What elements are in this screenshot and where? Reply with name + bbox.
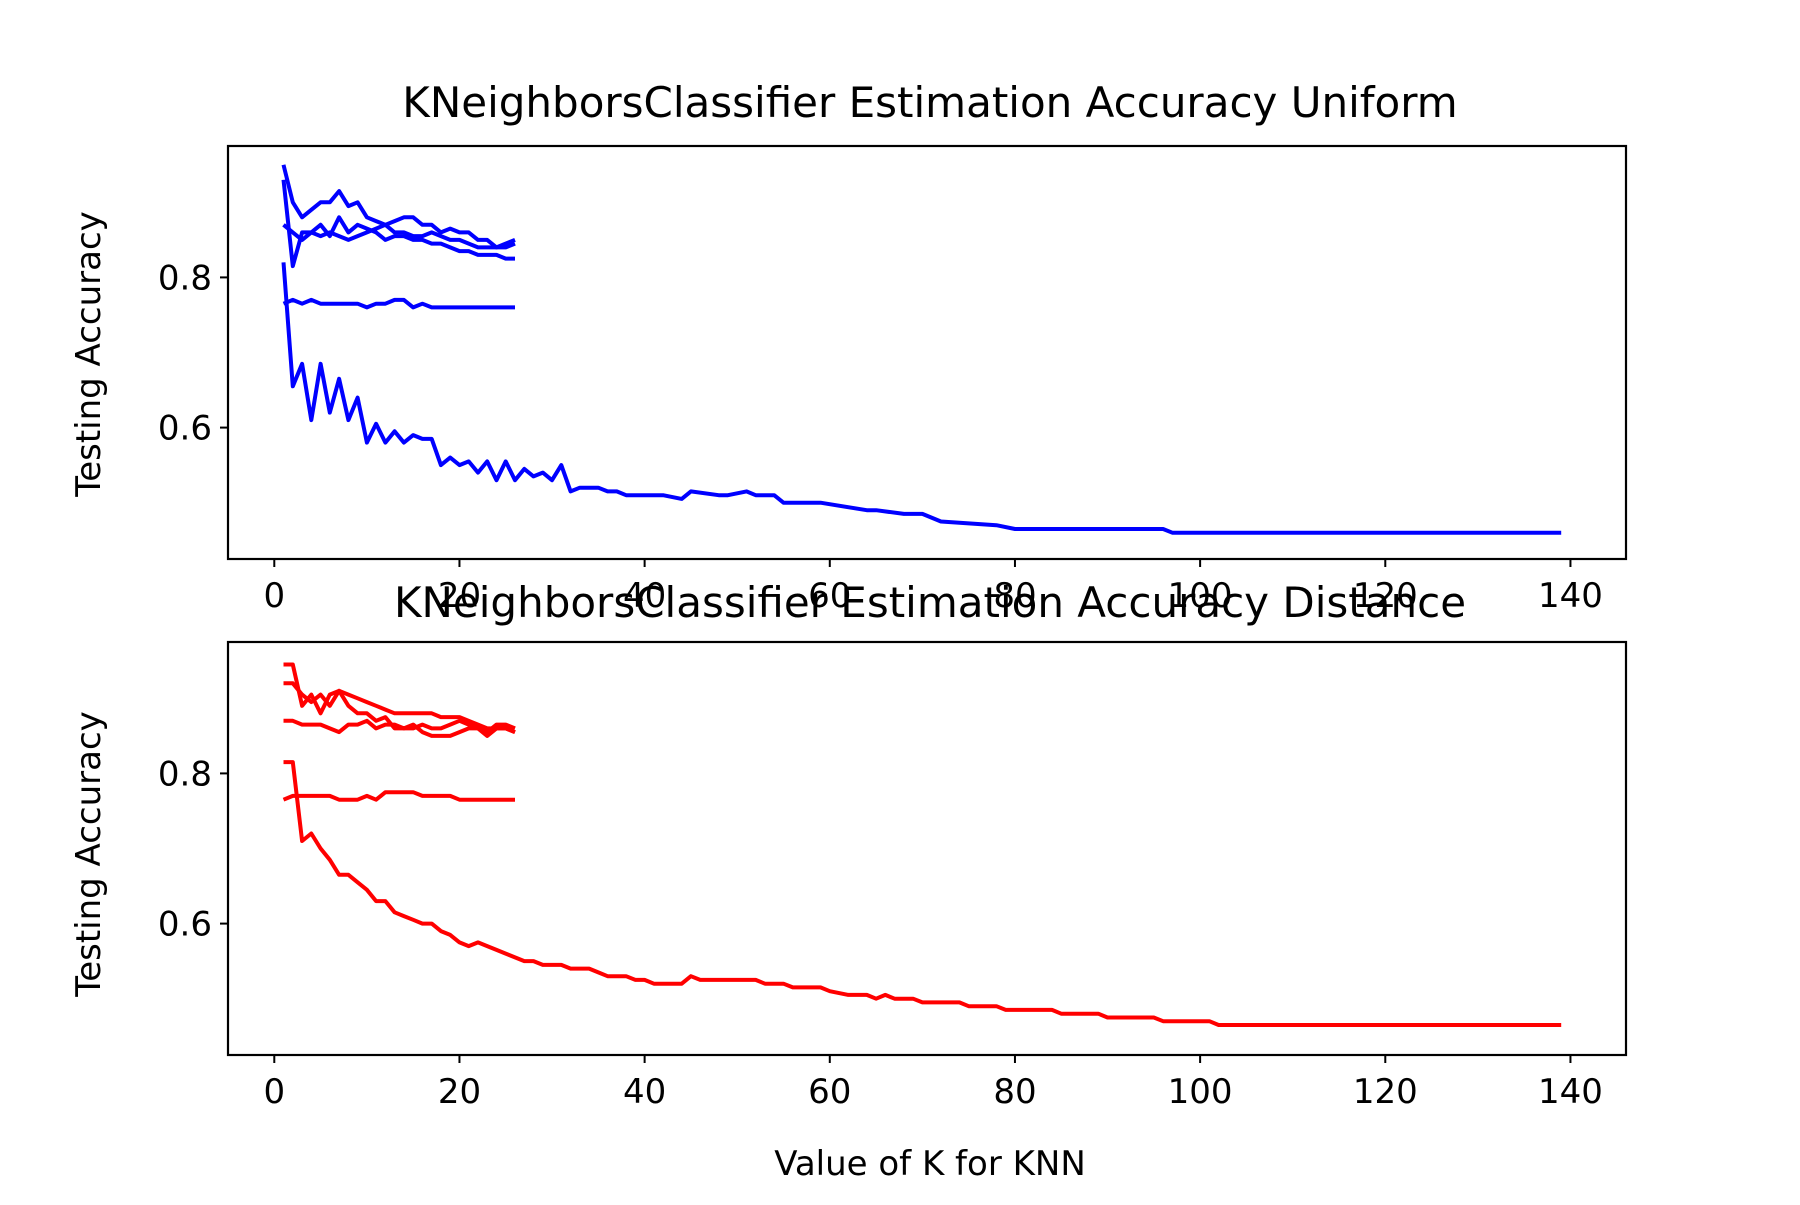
x-tick-label: 20 [438, 1072, 481, 1112]
x-axis-label: Value of K for KNN [774, 1144, 1086, 1184]
series-line [282, 297, 515, 310]
y-axis-label: Testing Accuracy [69, 711, 109, 998]
x-tick-label: 0 [263, 1072, 285, 1112]
series-line [281, 179, 516, 269]
x-tick-label: 140 [1538, 1072, 1603, 1112]
x-tick-label: 80 [993, 1072, 1036, 1112]
series-line [283, 760, 1562, 1027]
x-tick-label: 120 [1353, 1072, 1418, 1112]
x-tick-label: 120 [1353, 576, 1418, 616]
series-line [283, 662, 516, 734]
x-tick-label: 100 [1168, 576, 1233, 616]
x-tick-label: 100 [1168, 1072, 1233, 1112]
y-tick-label: 0.8 [158, 258, 212, 298]
plot-title: KNeighborsClassifier Estimation Accuracy… [394, 578, 1466, 627]
subplot-distance: KNeighborsClassifier Estimation Accuracy… [69, 578, 1628, 1184]
y-axis-label: Testing Accuracy [69, 211, 109, 498]
y-axis: 0.6 0.8 [158, 754, 212, 944]
plot-title: KNeighborsClassifier Estimation Accuracy… [402, 78, 1457, 127]
series-lines [281, 164, 1562, 535]
series-line [282, 790, 515, 802]
x-tick-label: 40 [623, 1072, 666, 1112]
x-axis: 0 20 40 60 80 100 120 140 [263, 576, 1602, 616]
tick-marks [220, 276, 1572, 567]
x-tick-label: 20 [438, 576, 481, 616]
y-tick-label: 0.6 [158, 409, 212, 449]
tick-marks [220, 772, 1572, 1063]
series-lines [282, 662, 1562, 1027]
x-tick-label: 60 [808, 1072, 851, 1112]
x-axis: 0 20 40 60 80 100 120 140 [263, 1072, 1602, 1112]
series-line [282, 215, 515, 261]
plot-frame [226, 640, 1628, 1057]
y-axis: 0.6 0.8 [158, 258, 212, 448]
subplot-uniform: KNeighborsClassifier Estimation Accuracy… [69, 78, 1628, 616]
x-tick-label: 80 [993, 576, 1036, 616]
x-tick-label: 140 [1538, 576, 1603, 616]
y-tick-label: 0.8 [158, 754, 212, 794]
series-line [283, 718, 516, 738]
y-tick-label: 0.6 [158, 905, 212, 945]
series-line [281, 164, 516, 250]
x-tick-label: 0 [263, 576, 285, 616]
series-line [281, 262, 1562, 535]
plot-frame [226, 144, 1628, 561]
x-tick-label: 40 [623, 576, 666, 616]
x-tick-label: 60 [808, 576, 851, 616]
